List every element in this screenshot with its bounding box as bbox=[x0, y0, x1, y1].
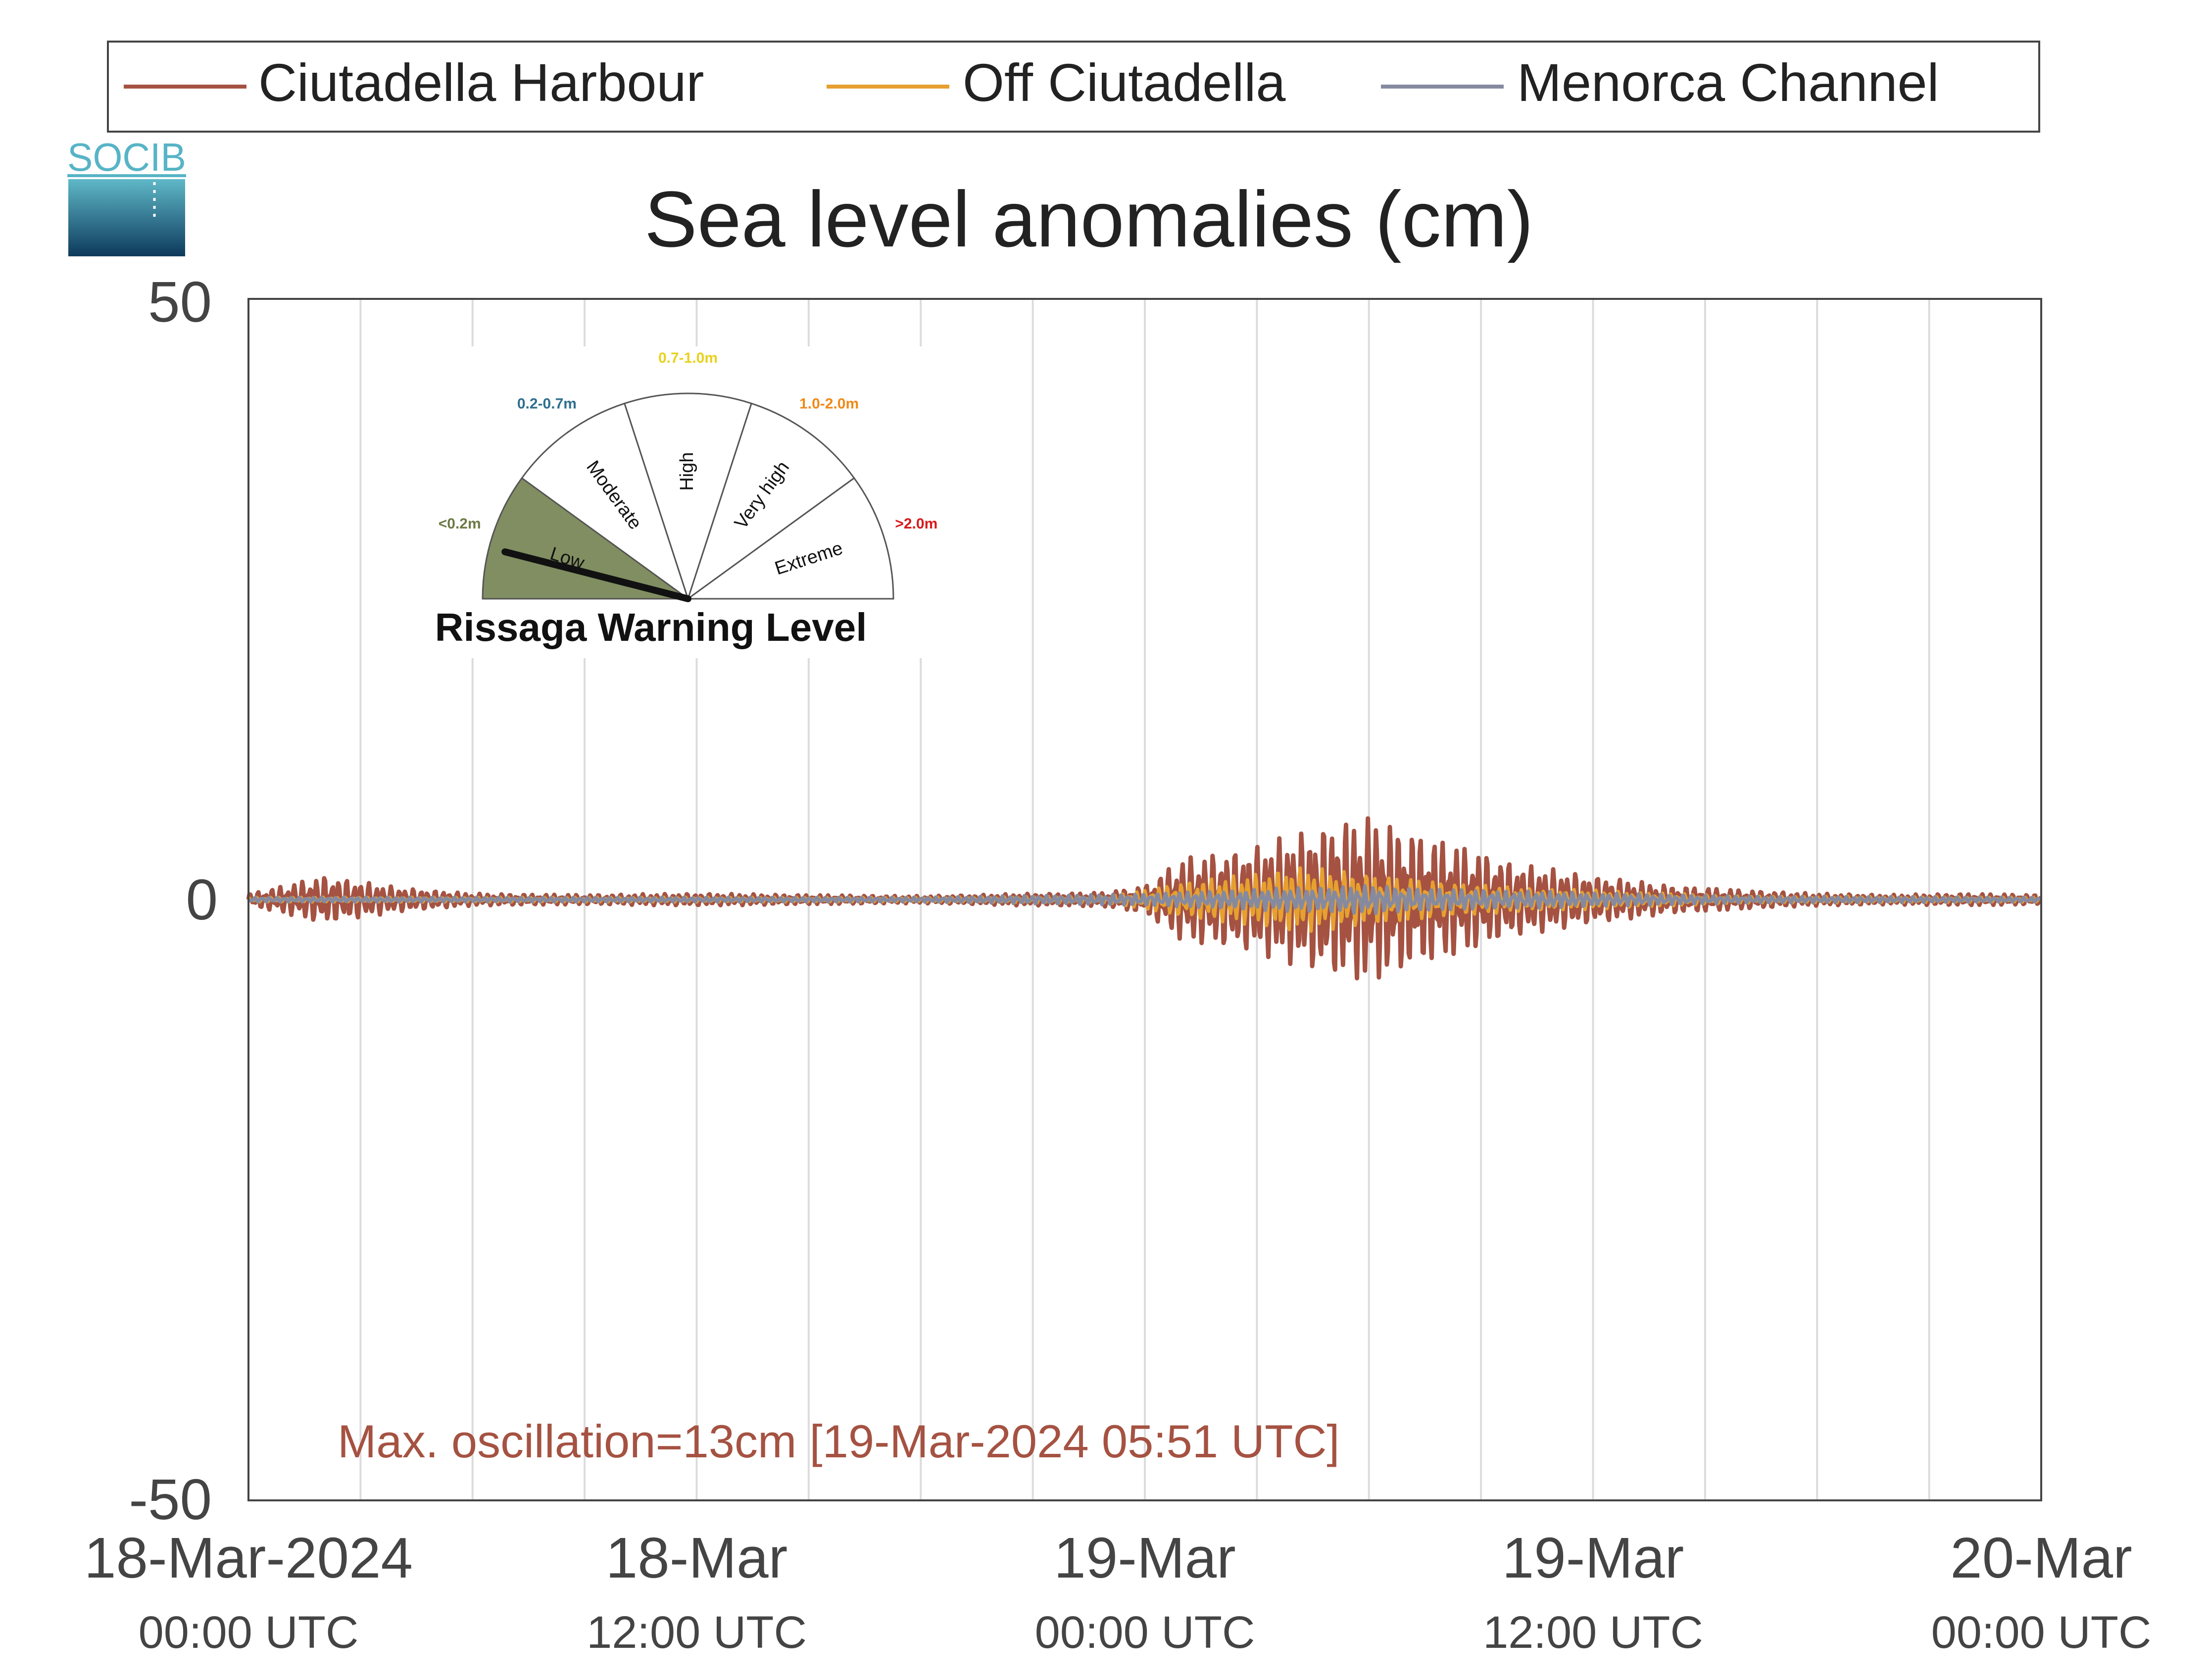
rissaga-gauge: Low<0.2m Moderate0.2-0.7mHigh0.7-1.0mVery… bbox=[391, 346, 937, 658]
x-tick-sublabel: 00:00 UTC bbox=[139, 1607, 359, 1658]
y-axis: 50 0 -50 bbox=[129, 270, 218, 1532]
x-tick-sublabel: 12:00 UTC bbox=[1483, 1607, 1703, 1658]
gauge-level-range: 1.0-2.0m bbox=[799, 396, 859, 412]
x-tick-label: 19-Mar bbox=[1502, 1526, 1684, 1590]
gauge-needle bbox=[501, 548, 691, 602]
y-tick-label-bottom: -50 bbox=[129, 1467, 212, 1532]
gauge-level-name: High bbox=[677, 452, 697, 491]
gauge-sector-low bbox=[482, 477, 690, 600]
gauge-sector-extreme bbox=[686, 477, 894, 600]
gauge-title: Rissaga Warning Level bbox=[435, 605, 867, 649]
y-tick-label-top: 50 bbox=[148, 270, 212, 334]
gauge-level-range: >2.0m bbox=[895, 516, 937, 532]
gauge-sectors bbox=[482, 392, 894, 601]
x-tick-label: 18-Mar-2024 bbox=[84, 1526, 413, 1590]
socib-logo-text: SOCIB bbox=[67, 135, 186, 179]
plot-border bbox=[247, 298, 2042, 1501]
series-lines bbox=[246, 816, 2043, 981]
x-tick-sublabel: 00:00 UTC bbox=[1931, 1607, 2152, 1658]
x-axis: 18-Mar-2024 00:00 UTC 18-Mar 12:00 UTC 19-Ma… bbox=[84, 1526, 2152, 1658]
x-tick-label: 19-Mar bbox=[1054, 1526, 1235, 1590]
socib-logo-block bbox=[68, 179, 185, 256]
x-tick-sublabel: 00:00 UTC bbox=[1035, 1607, 1255, 1658]
legend-label-menorca-channel: Menorca Channel bbox=[1517, 52, 1939, 112]
gauge-sector-high bbox=[623, 392, 753, 601]
legend-label-ciutadella-harbour: Ciutadella Harbour bbox=[258, 52, 704, 112]
gauge-sector-very-high bbox=[687, 402, 855, 601]
series-line-menorca-channel bbox=[247, 884, 2043, 915]
gauge-level-range: 0.7-1.0m bbox=[658, 350, 718, 366]
legend-label-off-ciutadella: Off Ciutadella bbox=[963, 52, 1286, 112]
chart-title: Sea level anomalies (cm) bbox=[644, 175, 1533, 263]
gauge-level-range: <0.2m bbox=[439, 516, 481, 532]
gauge-sector-moderate bbox=[521, 402, 689, 601]
legend: Ciutadella Harbour Off Ciutadella Menorc… bbox=[107, 41, 2040, 133]
x-tick-label: 18-Mar bbox=[606, 1526, 787, 1590]
x-tick-sublabel: 12:00 UTC bbox=[587, 1607, 807, 1658]
y-tick-label-zero: 0 bbox=[186, 867, 218, 932]
socib-logo: SOCIB bbox=[67, 135, 186, 256]
max-oscillation-annotation: Max. oscillation=13cm [19-Mar-2024 05:51… bbox=[338, 1415, 1340, 1467]
x-tick-label: 20-Mar bbox=[1950, 1526, 2132, 1590]
gauge-level-range: 0.2-0.7m bbox=[517, 396, 577, 412]
legend-box bbox=[107, 41, 2040, 133]
